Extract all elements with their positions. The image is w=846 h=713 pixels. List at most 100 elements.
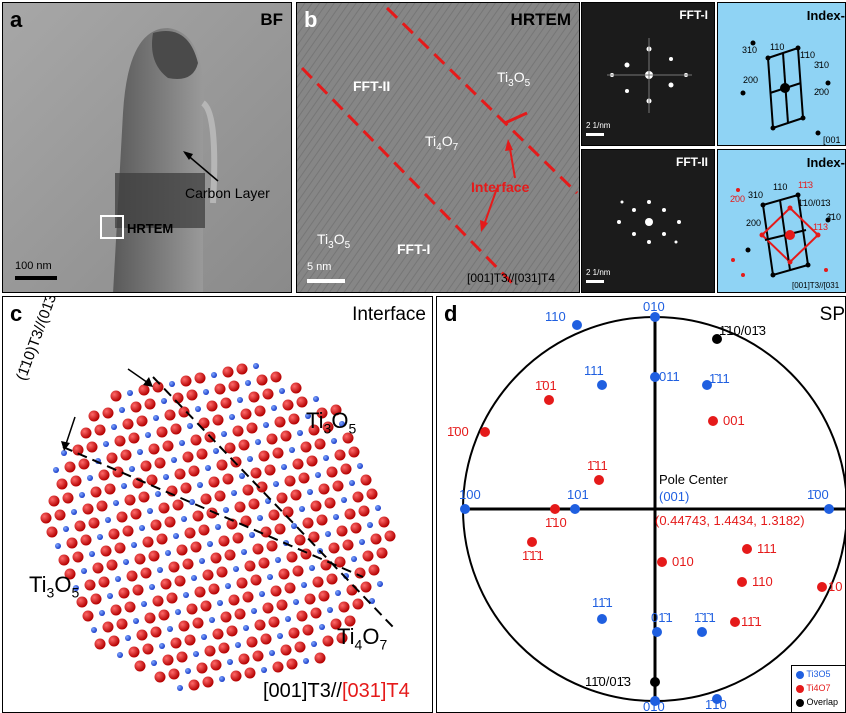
o-atom: [78, 458, 90, 470]
ti-atom: [315, 472, 321, 478]
o-atom: [104, 483, 116, 495]
ti-atom: [137, 449, 143, 455]
o-atom: [158, 609, 170, 621]
o-atom: [318, 483, 330, 495]
o-atom: [64, 461, 76, 473]
index-ii-200: 200: [746, 218, 761, 228]
o-atom: [258, 450, 270, 462]
o-atom: [84, 579, 96, 591]
o-atom: [270, 585, 282, 597]
o-atom: [178, 406, 190, 418]
o-atom: [66, 537, 78, 549]
ti-atom: [235, 642, 241, 648]
o-atom: [188, 679, 200, 691]
ti-atom: [173, 533, 179, 539]
o-atom: [334, 556, 346, 568]
ti-atom: [189, 499, 195, 505]
ti-atom: [141, 601, 147, 607]
index-ii-panel: Index- 310 110 1̄1̄3 1̄10/01̄3 2̄00 200 …: [717, 149, 846, 293]
ti-atom: [377, 581, 383, 587]
o-atom: [196, 662, 208, 674]
o-atom: [320, 559, 332, 571]
o-atom: [266, 433, 278, 445]
o-atom: [378, 516, 390, 528]
o-atom: [88, 410, 100, 422]
o-atom: [210, 552, 222, 564]
ti-atom: [267, 574, 273, 580]
scale-bar-b: 5 nm: [307, 261, 332, 273]
o-atom: [56, 478, 68, 490]
red-pole: [708, 416, 718, 426]
blue-pole-label: 01̄0: [643, 699, 665, 713]
o-atom: [344, 615, 356, 627]
ti-atom: [335, 590, 341, 596]
o-atom: [300, 441, 312, 453]
o-atom: [248, 391, 260, 403]
black-pole: [712, 334, 722, 344]
red-pole-label: 1̄01: [535, 378, 557, 393]
ti-atom: [187, 423, 193, 429]
o-atom: [216, 566, 228, 578]
o-atom: [80, 534, 92, 546]
o-atom: [192, 617, 204, 629]
o-atom: [82, 610, 94, 622]
red-pole: [527, 537, 537, 547]
o-atom: [326, 573, 338, 585]
o-atom: [138, 491, 150, 503]
red-pole-label: 1̄1̄1: [522, 548, 544, 563]
blue-pole: [572, 320, 582, 330]
o-atom: [200, 600, 212, 612]
o-atom: [200, 493, 212, 505]
o-atom: [180, 375, 192, 387]
red-pole-label: 111: [757, 541, 777, 556]
panel-d: d SP 010 110 1̄10/01̄3 111 011 1̄11 1̄01 001 1̄0…: [436, 296, 846, 713]
red-pole: [730, 617, 740, 627]
red-pole: [550, 504, 560, 514]
o-atom: [90, 593, 102, 605]
ti-atom: [163, 474, 169, 480]
o-atom: [62, 492, 74, 504]
o-atom: [134, 553, 146, 565]
ti-atom: [127, 390, 133, 396]
o-atom: [134, 660, 146, 672]
index-ii-zone: [001]T3//[031: [792, 281, 840, 290]
black-pole-label: 1̄10/01̄3: [719, 323, 766, 338]
ti-atom: [269, 650, 275, 656]
o-atom: [302, 624, 314, 636]
o-atom: [234, 501, 246, 513]
panel-b-title: HRTEM: [510, 10, 571, 29]
ti-atom: [215, 524, 221, 530]
stereographic-projection: 010 110 1̄10/01̄3 111 011 1̄11 1̄01 001 1̄00 1̄11…: [447, 299, 845, 713]
blue-pole-label: 1̄11: [709, 371, 730, 386]
o-atom: [184, 527, 196, 539]
o-atom: [194, 586, 206, 598]
index-i-diagram: 310 110 1̄10 3̄10 200 2̄00 [001: [740, 40, 841, 145]
o-atom: [186, 389, 198, 401]
fft2-region-label: FFT-II: [353, 78, 391, 94]
o-atom: [256, 374, 268, 386]
o-atom: [264, 464, 276, 476]
ti-atom: [149, 584, 155, 590]
ti4o7-label: Ti4O7: [425, 133, 459, 153]
ti-atom: [211, 372, 217, 378]
ti-atom: [285, 616, 291, 622]
ti-atom: [119, 407, 125, 413]
hrtem-image: [297, 3, 579, 292]
o-atom: [198, 417, 210, 429]
o-atom: [194, 372, 206, 384]
black-pole-label: 11̄0/01̄3: [585, 674, 631, 689]
o-atom: [238, 439, 250, 451]
o-atom: [214, 490, 226, 502]
blue-pole-label: 101: [567, 487, 589, 502]
legend-ti3o5: Ti3O5: [796, 669, 831, 679]
ti-atom: [257, 515, 263, 521]
pole-center-index: (001): [659, 489, 690, 504]
o-atom: [282, 506, 294, 518]
blue-pole: [824, 504, 834, 514]
ti-atom: [89, 551, 95, 557]
o-atom: [352, 598, 364, 610]
ti-atom: [107, 593, 113, 599]
ti-atom: [303, 658, 309, 664]
red-pole: [817, 582, 827, 592]
ti-atom: [279, 388, 285, 394]
